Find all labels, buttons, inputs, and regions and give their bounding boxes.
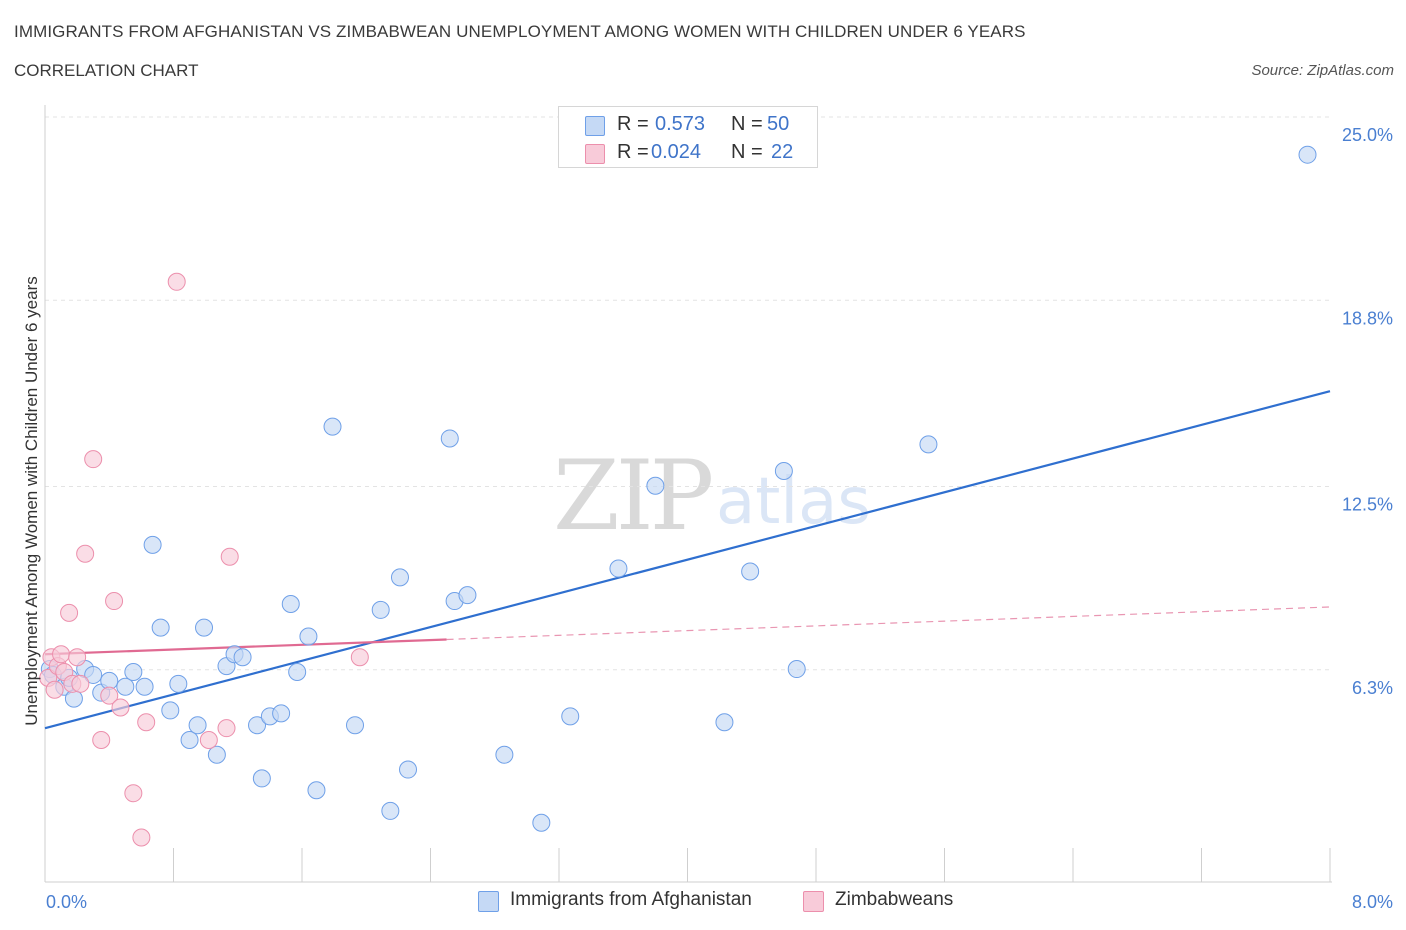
point-zimbabwean (124, 784, 143, 803)
point-afghanistan (323, 417, 342, 436)
legend-swatch-afghanistan (585, 116, 605, 136)
point-afghanistan (307, 781, 326, 800)
point-afghanistan (135, 677, 154, 696)
tick-labels: 6.3% 12.5% 18.8% 25.0% 0.0% 8.0% Unemployment … (22, 125, 1393, 912)
point-zimbabwean (60, 603, 79, 622)
x-tick-label: 8.0% (1352, 892, 1393, 912)
point-afghanistan (399, 760, 418, 779)
point-zimbabwean (132, 828, 151, 847)
y-axis-label: Unemployment Among Women with Children U… (22, 276, 41, 725)
point-afghanistan (609, 559, 628, 578)
point-zimbabwean (111, 698, 130, 717)
point-afghanistan (124, 662, 143, 681)
y-tick-label: 18.8% (1342, 308, 1393, 328)
point-afghanistan (715, 713, 734, 732)
bottom-legend-label: Zimbabweans (835, 889, 954, 910)
bottom-legend-swatch-zimbabweans (803, 891, 824, 912)
source-label: Source: ZipAtlas.com (1251, 62, 1394, 79)
grid-lines (45, 116, 1330, 671)
point-zimbabwean (84, 450, 103, 469)
point-zimbabwean (350, 648, 369, 667)
point-afghanistan (458, 586, 477, 605)
point-afghanistan (84, 665, 103, 684)
legend-swatch-zimbabweans (585, 144, 605, 164)
correlation-legend: R = 0.573 N = 50 R = 0.024 N = 22 (558, 106, 818, 168)
point-zimbabwean (105, 592, 124, 611)
y-tick-label: 12.5% (1342, 495, 1393, 515)
legend-r-value: 0.573 (655, 113, 706, 135)
point-afghanistan (646, 476, 665, 495)
axes (44, 105, 1332, 883)
y-tick-label: 6.3% (1352, 678, 1393, 698)
point-afghanistan (272, 704, 291, 723)
legend-n-label: N = (731, 113, 763, 135)
point-afghanistan (561, 707, 580, 726)
point-afghanistan (787, 660, 806, 679)
point-afghanistan (288, 662, 307, 681)
legend-n-label: N = (731, 141, 763, 163)
legend-r-label: R = (617, 113, 649, 135)
point-zimbabwean (220, 547, 239, 566)
point-afghanistan (233, 648, 252, 667)
point-afghanistan (195, 618, 214, 637)
point-zimbabwean (52, 645, 71, 664)
point-afghanistan (248, 716, 267, 735)
data-points (39, 145, 1317, 847)
point-zimbabwean (76, 544, 95, 563)
point-zimbabwean (92, 730, 111, 749)
point-afghanistan (1298, 145, 1317, 164)
legend-n-value: 50 (767, 113, 790, 135)
point-afghanistan (440, 429, 459, 448)
point-afghanistan (346, 716, 365, 735)
point-afghanistan (169, 674, 188, 693)
point-zimbabwean (167, 272, 186, 291)
point-afghanistan (919, 435, 938, 454)
chart-subtitle: CORRELATION CHART (14, 61, 199, 80)
point-afghanistan (390, 568, 409, 587)
point-afghanistan (143, 535, 162, 554)
point-afghanistan (371, 600, 390, 619)
trend-line-extension (446, 606, 1331, 641)
legend-r-label: R = (617, 141, 649, 163)
point-afghanistan (188, 716, 207, 735)
point-afghanistan (151, 618, 170, 637)
point-afghanistan (281, 595, 300, 614)
point-afghanistan (774, 461, 793, 480)
point-afghanistan (299, 627, 318, 646)
point-zimbabwean (137, 713, 156, 732)
bottom-legend-label: Immigrants from Afghanistan (510, 889, 752, 910)
point-zimbabwean (199, 730, 218, 749)
point-afghanistan (207, 745, 226, 764)
point-afghanistan (495, 745, 514, 764)
trend-line (44, 638, 447, 656)
point-afghanistan (741, 562, 760, 581)
point-zimbabwean (45, 680, 64, 699)
point-afghanistan (532, 813, 551, 832)
bottom-legend-swatch-afghanistan (478, 891, 499, 912)
chart-title: IMMIGRANTS FROM AFGHANISTAN VS ZIMBABWEA… (14, 22, 1026, 41)
trend-lines (44, 390, 1331, 730)
point-zimbabwean (100, 686, 119, 705)
legend-r-value: 0.024 (651, 141, 702, 163)
legend-n-value: 22 (771, 141, 794, 163)
point-afghanistan (180, 730, 199, 749)
point-afghanistan (161, 701, 180, 720)
point-afghanistan (252, 769, 271, 788)
watermark-zip: ZIP (553, 440, 714, 552)
point-afghanistan (381, 801, 400, 820)
y-tick-label: 25.0% (1342, 125, 1393, 145)
point-zimbabwean (217, 719, 236, 738)
point-zimbabwean (71, 674, 90, 693)
trend-line (44, 390, 1331, 730)
point-zimbabwean (68, 648, 87, 667)
watermark-atlas: atlas (716, 465, 871, 539)
point-afghanistan (116, 677, 135, 696)
x-tick-label: 0.0% (46, 892, 87, 912)
